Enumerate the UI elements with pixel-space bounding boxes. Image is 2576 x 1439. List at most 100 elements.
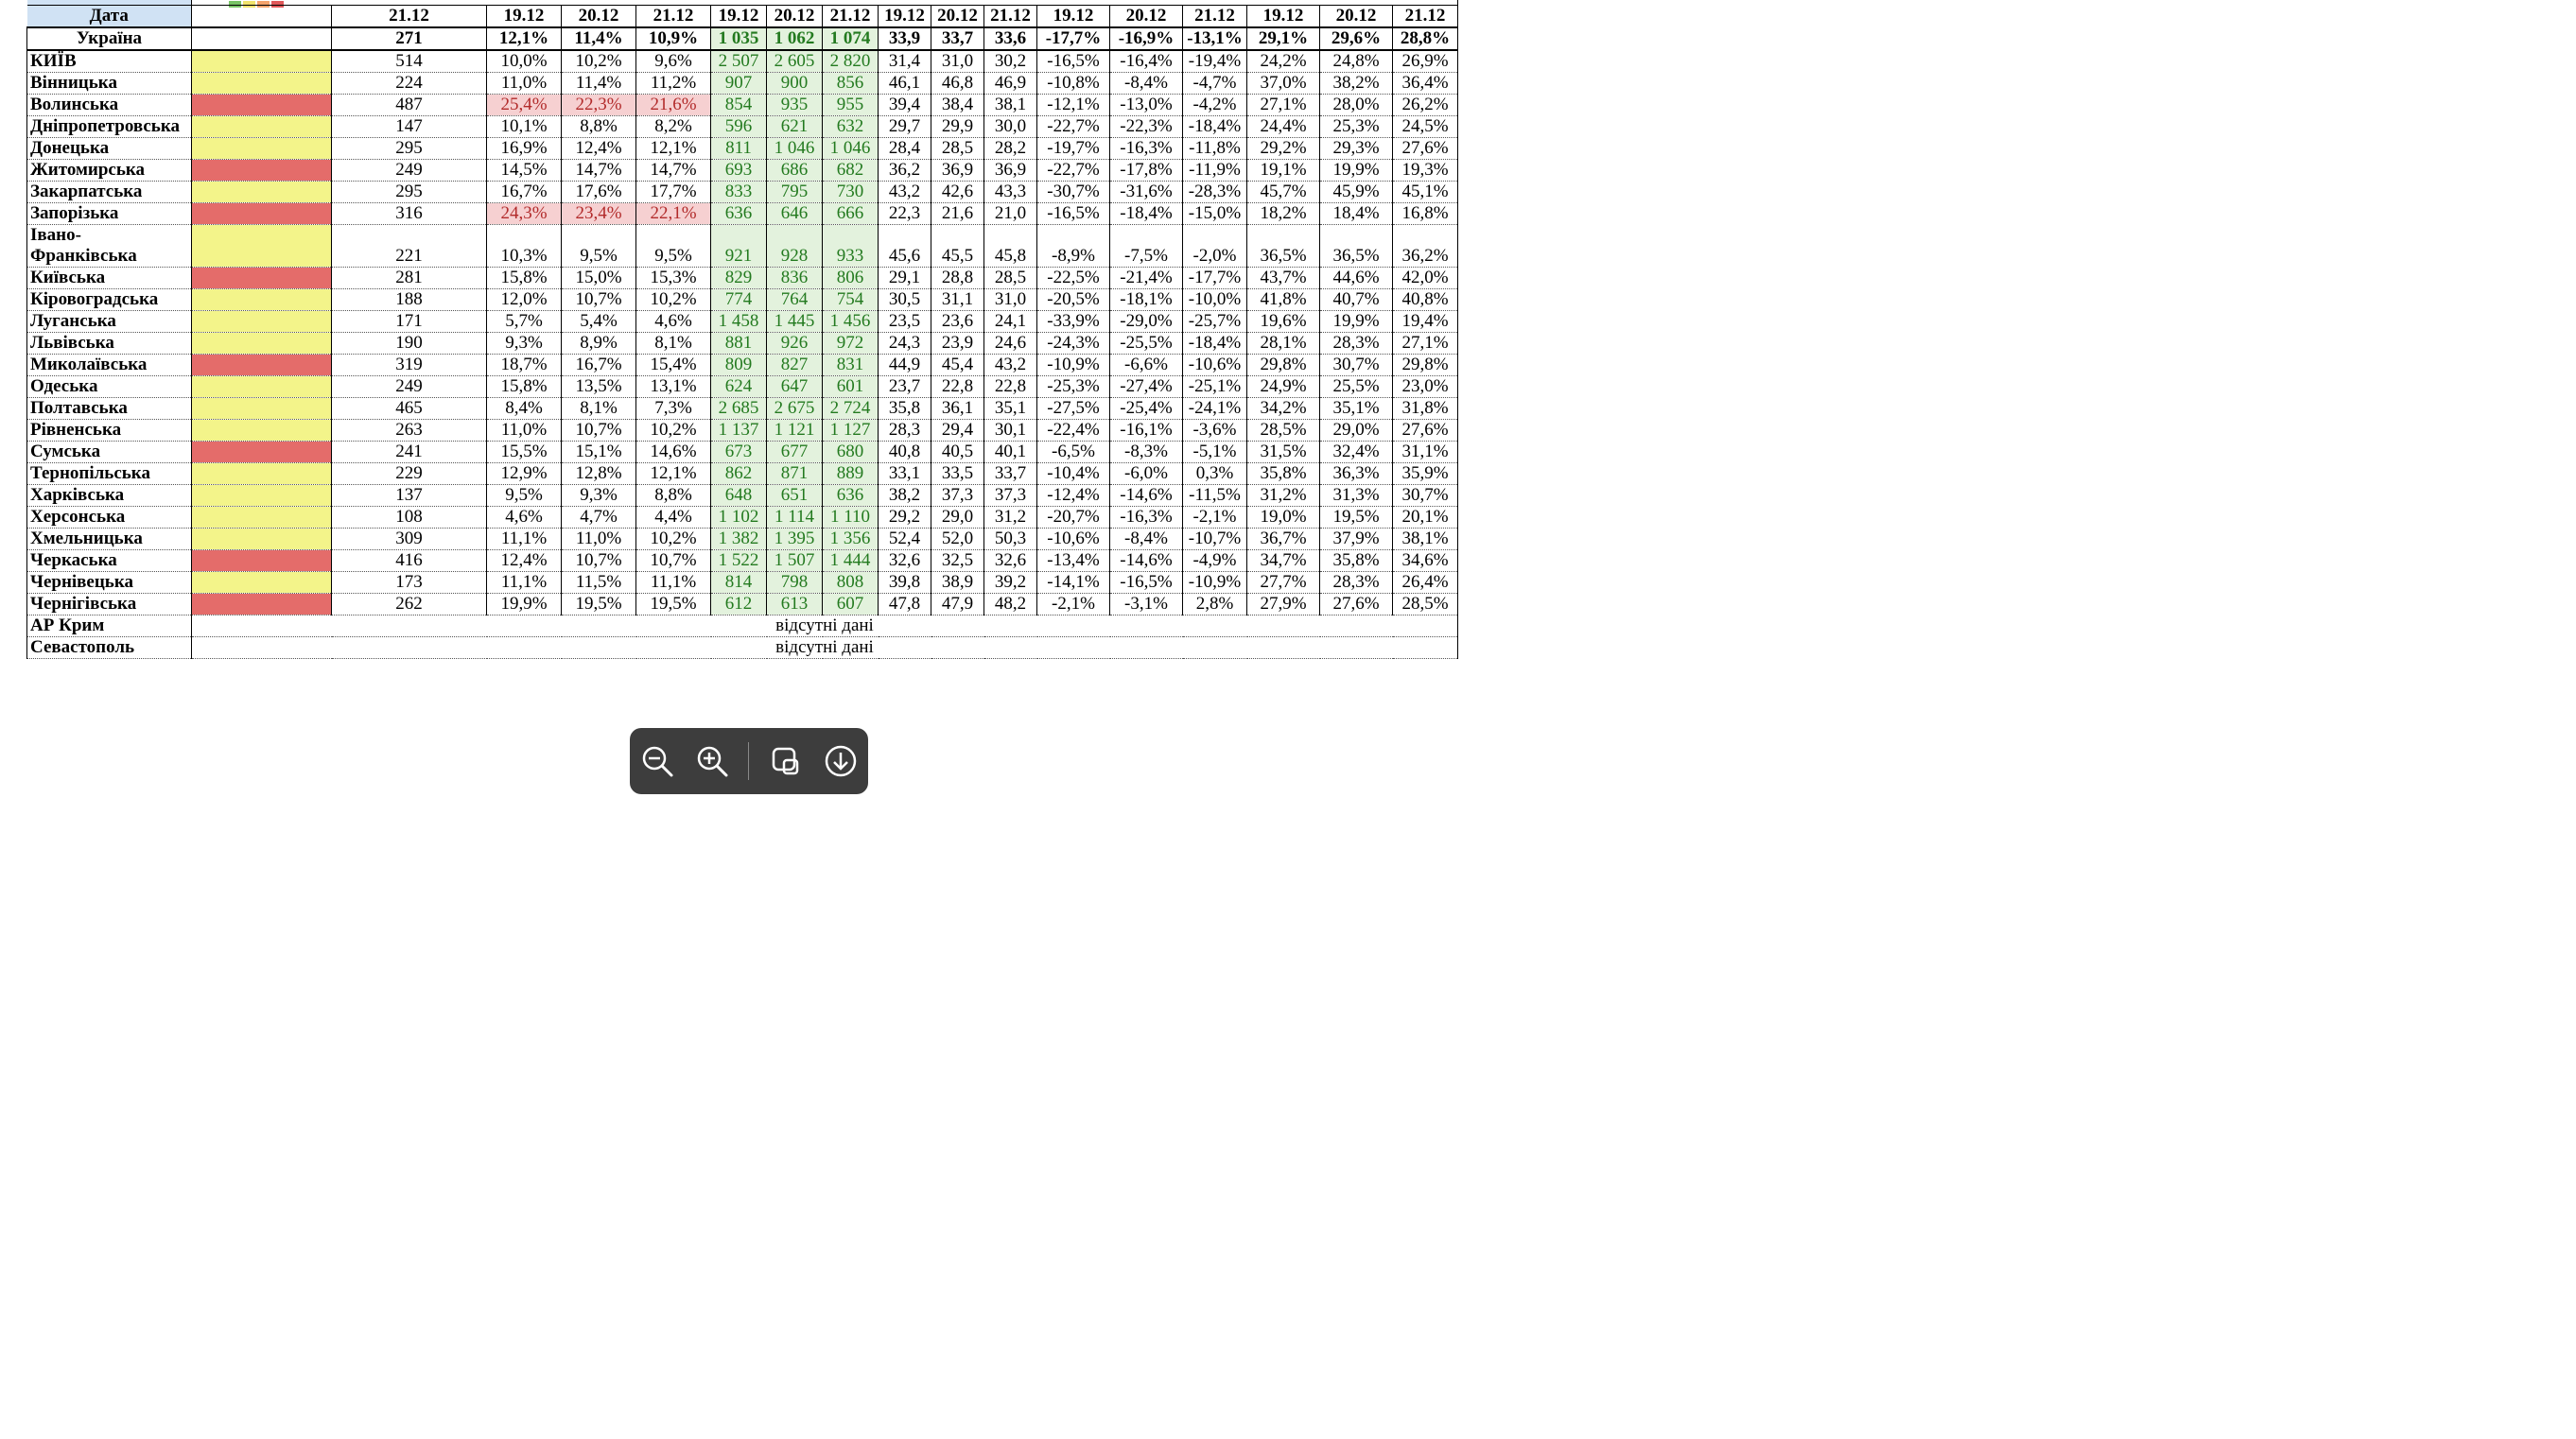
ukraine-value-cell: -16,9% — [1109, 27, 1183, 51]
region-value-cell: 147 — [331, 115, 487, 138]
ukraine-name: Україна — [26, 27, 192, 51]
region-value-cell: 487 — [331, 94, 487, 116]
region-name-text: Івано- — [30, 225, 81, 245]
region-value-cell: 33,5 — [931, 462, 984, 485]
region-value-cell: 30,7% — [1392, 484, 1458, 507]
region-value-cell: 636 — [710, 202, 767, 225]
region-name: Кіровоградська — [26, 288, 192, 311]
date-header-cell: 19.12 — [710, 5, 767, 28]
region-value-cell: 1 137 — [710, 419, 767, 442]
region-row: КИЇВ 514 10,0% 10,2% 9,6% 2 507 2 605 2 820 31,4… — [26, 50, 1458, 73]
region-value-cell: 23,7 — [878, 375, 931, 398]
region-name: Луганська — [26, 310, 192, 333]
region-value-cell: 18,4% — [1319, 202, 1393, 225]
region-value-cell: -18,4% — [1182, 332, 1247, 355]
ukraine-value-cell: 28,8% — [1392, 27, 1458, 51]
region-value-cell: 15,3% — [635, 267, 711, 289]
region-name: Львівська — [26, 332, 192, 355]
region-value-cell: 24,1 — [983, 310, 1037, 333]
region-value-cell: 11,1% — [486, 571, 562, 594]
region-value-cell: 36,9 — [931, 159, 984, 182]
region-value-cell: 23,4% — [561, 202, 636, 225]
region-value-cell: 295 — [331, 137, 487, 160]
region-value-cell: 40,5 — [931, 441, 984, 463]
region-value-cell: 28,1% — [1246, 332, 1320, 355]
region-value-cell: 648 — [710, 484, 767, 507]
zoom-out-button[interactable] — [638, 742, 676, 780]
region-value-cell: 38,4 — [931, 94, 984, 116]
region-value-cell: 926 — [766, 332, 823, 355]
region-value-cell: 15,0% — [561, 267, 636, 289]
region-name: Київська — [26, 267, 192, 289]
region-value-cell: 43,7% — [1246, 267, 1320, 289]
region-value-cell: 921 — [710, 224, 767, 268]
region-value-cell: 52,0 — [931, 528, 984, 550]
region-value-cell: -22,7% — [1036, 115, 1110, 138]
region-value-cell: -13,4% — [1036, 549, 1110, 572]
region-value-cell: 14,5% — [486, 159, 562, 182]
copy-button[interactable] — [767, 742, 805, 780]
region-status-cell — [191, 506, 332, 529]
region-value-cell: 1 444 — [822, 549, 879, 572]
region-value-cell: 827 — [766, 354, 823, 376]
region-value-cell: 23,6 — [931, 310, 984, 333]
region-value-cell: 17,6% — [561, 181, 636, 203]
region-value-cell: 19,4% — [1392, 310, 1458, 333]
region-value-cell: -21,4% — [1109, 267, 1183, 289]
zoom-in-button[interactable] — [693, 742, 731, 780]
ukraine-value-cell: 271 — [331, 27, 487, 51]
region-value-cell: 686 — [766, 159, 823, 182]
region-value-cell: 31,0 — [983, 288, 1037, 311]
region-value-cell: 677 — [766, 441, 823, 463]
download-button[interactable] — [822, 742, 860, 780]
region-value-cell: 814 — [710, 571, 767, 594]
region-value-cell: 45,4 — [931, 354, 984, 376]
region-name: Севастополь — [26, 636, 192, 659]
region-value-cell: -27,4% — [1109, 375, 1183, 398]
region-value-cell: 0,3% — [1182, 462, 1247, 485]
region-name: Волинська — [26, 94, 192, 116]
region-value-cell: 19,5% — [635, 593, 711, 615]
region-value-cell: -12,1% — [1036, 94, 1110, 116]
region-value-cell: 8,1% — [635, 332, 711, 355]
region-value-cell: 29,7 — [878, 115, 931, 138]
region-row: Рівненська 263 11,0% 10,7% 10,2% 1 137 1 121 1 … — [26, 419, 1458, 442]
region-value-cell: 28,4 — [878, 137, 931, 160]
region-value-cell: 1 127 — [822, 419, 879, 442]
region-value-cell: 26,2% — [1392, 94, 1458, 116]
region-value-cell: 26,4% — [1392, 571, 1458, 594]
region-status-cell — [191, 137, 332, 160]
region-value-cell: 14,6% — [635, 441, 711, 463]
region-value-cell: 45,7% — [1246, 181, 1320, 203]
region-value-cell: 8,1% — [561, 397, 636, 420]
region-name-text: Сумська — [30, 442, 101, 461]
status-header-cell — [191, 5, 332, 28]
region-value-cell: -11,5% — [1182, 484, 1247, 507]
region-value-cell: 2 507 — [710, 50, 767, 73]
region-value-cell: 28,3% — [1319, 571, 1393, 594]
region-value-cell: 955 — [822, 94, 879, 116]
region-value-cell: 612 — [710, 593, 767, 615]
ukraine-value-cell: 33,6 — [983, 27, 1037, 51]
region-value-cell: 933 — [822, 224, 879, 268]
region-status-cell — [191, 94, 332, 116]
region-value-cell: 27,9% — [1246, 593, 1320, 615]
date-header-cell: 19.12 — [1036, 5, 1110, 28]
region-value-cell: 809 — [710, 354, 767, 376]
region-value-cell: 928 — [766, 224, 823, 268]
region-value-cell: 10,2% — [635, 528, 711, 550]
region-value-cell: 43,2 — [878, 181, 931, 203]
region-value-cell: 40,8% — [1392, 288, 1458, 311]
region-value-cell: 21,0 — [983, 202, 1037, 225]
region-status-cell — [191, 288, 332, 311]
region-value-cell: 12,0% — [486, 288, 562, 311]
region-value-cell: 36,5% — [1246, 224, 1320, 268]
region-value-cell: -14,6% — [1109, 549, 1183, 572]
region-value-cell: 11,4% — [561, 72, 636, 95]
region-value-cell: 43,2 — [983, 354, 1037, 376]
region-value-cell: 46,9 — [983, 72, 1037, 95]
region-value-cell: -8,4% — [1109, 72, 1183, 95]
region-value-cell: 16,7% — [486, 181, 562, 203]
region-value-cell: 811 — [710, 137, 767, 160]
missing-data-note: відсутні дані — [191, 636, 1458, 659]
